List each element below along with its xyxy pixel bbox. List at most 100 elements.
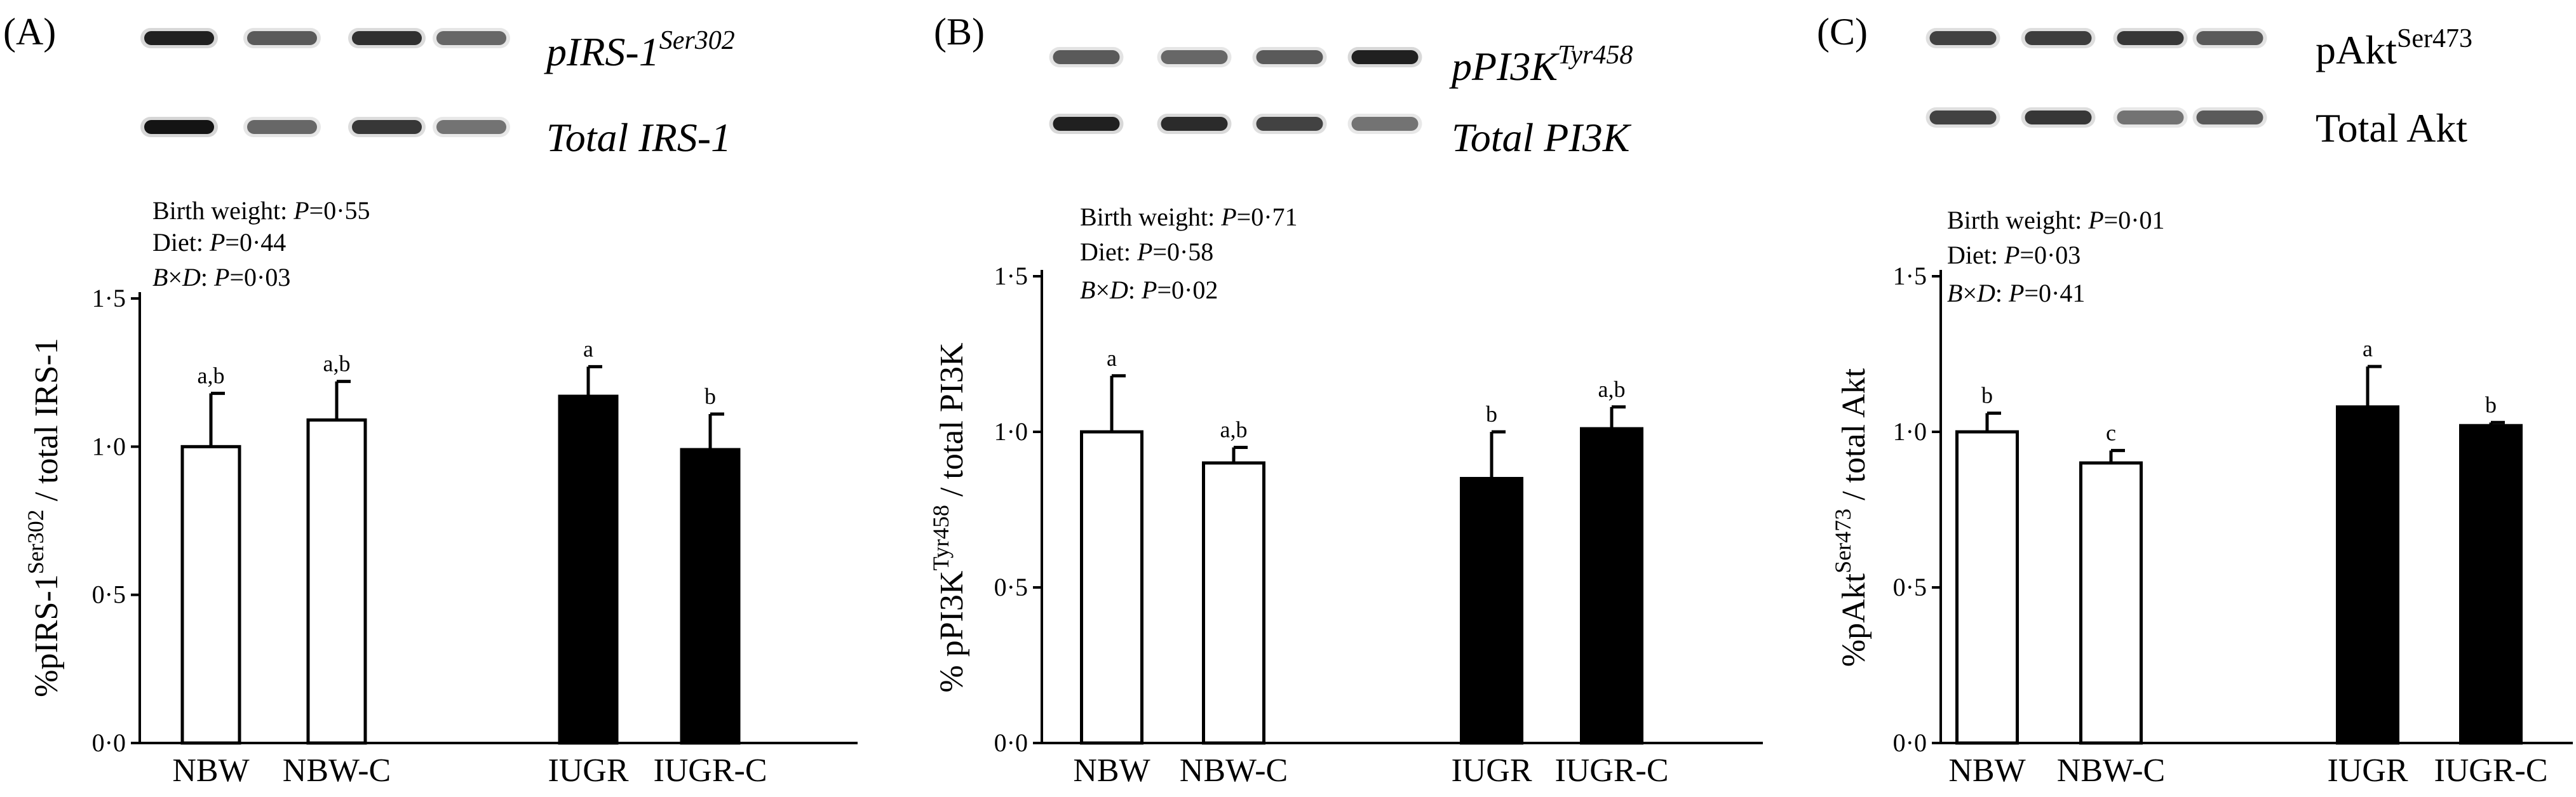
stat-line: B×D: P=0·41 (1947, 279, 2085, 307)
stat-line: Diet: P=0·58 (1080, 238, 1213, 266)
bar (1080, 430, 1143, 745)
blot-band-halo (243, 28, 321, 48)
western-blot (1049, 47, 1422, 134)
y-axis-label-total: / total IRS-1 (29, 338, 65, 509)
stat-label: × (1962, 279, 1977, 307)
stat-label: B (1080, 276, 1095, 304)
significance-letter: b (705, 384, 716, 409)
y-axis-label: % pPI3KTyr458 / total PI3K (928, 342, 970, 693)
category-label: NBW-C (1180, 753, 1288, 789)
blot-band-halo (1252, 114, 1327, 134)
blot-band-halo (2192, 107, 2267, 128)
blot-band (1161, 50, 1228, 64)
blot-band (1161, 117, 1228, 131)
stat-label: × (168, 263, 182, 291)
bar (1955, 430, 2019, 745)
blot-band-halo (2021, 107, 2096, 128)
y-axis-label-site: Tyr458 (928, 505, 954, 570)
phospho-blot-label: pAktSer473 (2316, 24, 2472, 72)
category-label: NBW (172, 753, 249, 789)
significance-letter: a,b (323, 351, 351, 377)
blot-band-halo (243, 117, 321, 137)
stat-line: Birth weight: P=0·55 (152, 196, 370, 225)
category-label: NBW (1073, 753, 1150, 789)
y-tick-label: 0·0 (92, 728, 126, 757)
stat-p: P (1220, 203, 1236, 231)
significance-letter: c (2106, 420, 2116, 445)
stat-label: Diet: (1947, 241, 2004, 269)
stat-label: Diet: (152, 228, 210, 257)
blot-band-halo (2021, 28, 2096, 48)
blot-band-halo (1347, 114, 1422, 134)
y-axis-label-total: / total PI3K (934, 342, 970, 505)
phospho-blot-name: pPI3K (1449, 44, 1560, 89)
phospho-blot-label: pPI3KTyr458 (1449, 41, 1633, 89)
bar (180, 445, 241, 745)
bar (2459, 424, 2523, 745)
blot-band-halo (2192, 28, 2267, 48)
blot-band-halo (2113, 28, 2188, 48)
phospho-blot-site: Tyr458 (1558, 41, 1633, 70)
stat-line: B×D: P=0·02 (1080, 276, 1218, 304)
blot-band-halo (140, 117, 218, 137)
bar (558, 394, 619, 745)
y-tick-label: 0·0 (1893, 728, 1927, 757)
blot-band (352, 120, 422, 134)
category-label: IUGR-C (653, 753, 767, 789)
blot-band (436, 120, 506, 134)
y-axis-label-main: %pAkt (1836, 573, 1872, 667)
bar (1580, 427, 1643, 745)
blot-band (2117, 111, 2184, 124)
blot-band (247, 120, 317, 134)
blot-band-halo (1252, 47, 1327, 67)
panel-label: (B) (934, 11, 985, 53)
stat-value: =0·71 (1237, 203, 1298, 231)
blot-band (2117, 31, 2184, 45)
significance-letter: b (1486, 401, 1497, 427)
significance-letter: a,b (1220, 417, 1248, 443)
blot-band (2196, 111, 2263, 124)
significance-letter: b (2485, 392, 2497, 417)
stat-label: D (182, 263, 201, 291)
phospho-blot-label: pIRS-1Ser302 (544, 26, 735, 74)
blot-band-halo (348, 28, 426, 48)
stat-value: =0·58 (1152, 238, 1213, 266)
stat-line: Diet: P=0·03 (1947, 241, 2080, 269)
stat-p: P (2008, 279, 2024, 307)
y-tick-label: 0·5 (994, 573, 1028, 601)
y-tick-label: 0·5 (92, 580, 126, 609)
total-blot-label: Total IRS-1 (546, 115, 731, 160)
category-label: NBW-C (283, 753, 391, 789)
category-label: IUGR-C (1554, 753, 1668, 789)
blot-band (1053, 50, 1120, 64)
significance-letter: a (2363, 336, 2373, 361)
stat-value: =0·02 (1157, 276, 1218, 304)
blot-band-halo (433, 28, 510, 48)
blot-band-halo (348, 117, 426, 137)
stat-value: =0·03 (2020, 241, 2080, 269)
y-axis-label-site: Ser473 (1830, 509, 1856, 573)
stat-label: : (1995, 279, 2009, 307)
western-blot (140, 28, 510, 137)
blot-band (2025, 111, 2092, 124)
blot-band-halo (1157, 114, 1232, 134)
blot-band-halo (1157, 47, 1232, 67)
blot-band (1053, 117, 1120, 131)
stat-p: P (2004, 241, 2020, 269)
blot-band-halo (2113, 107, 2188, 128)
y-tick-label: 1·5 (92, 284, 126, 312)
y-tick-label: 1·0 (994, 417, 1028, 446)
total-blot-label: Total PI3K (1452, 115, 1632, 160)
bar (2336, 405, 2399, 745)
blot-band-halo (140, 28, 218, 48)
stat-label: B (1947, 279, 1962, 307)
stat-p: P (209, 228, 225, 257)
category-label: NBW-C (2057, 753, 2165, 789)
stat-label: Birth weight: (1080, 203, 1221, 231)
blot-band (436, 31, 506, 45)
category-label: IUGR-C (2434, 753, 2547, 789)
stat-label: : (201, 263, 214, 291)
phospho-blot-site: Ser473 (2397, 24, 2472, 53)
